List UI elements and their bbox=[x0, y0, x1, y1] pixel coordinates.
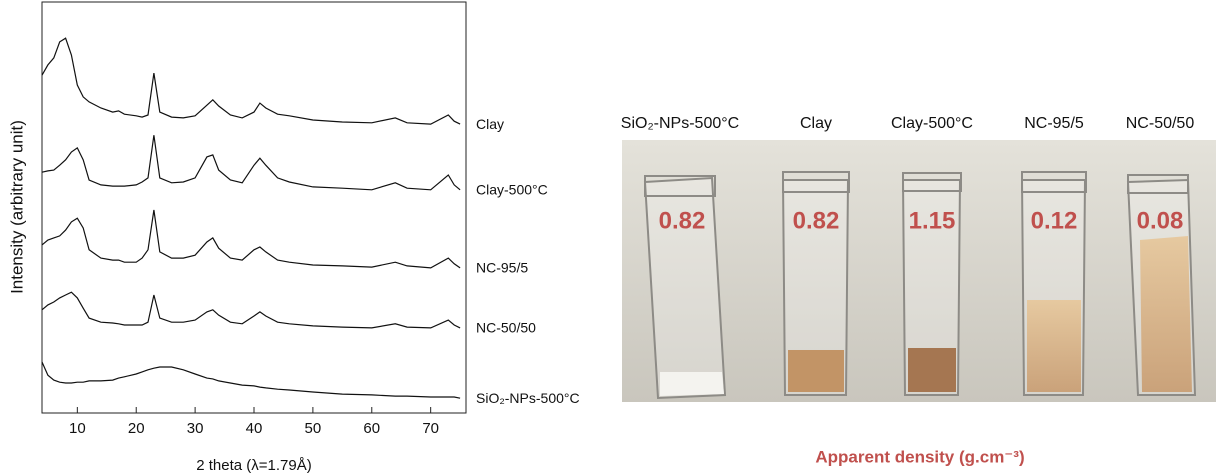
x-tick-label: 60 bbox=[363, 420, 380, 437]
series-label: Clay-500°C bbox=[476, 182, 548, 198]
series-label: NC-95/5 bbox=[476, 260, 528, 276]
density-value: 0.82 bbox=[659, 207, 706, 234]
series-label: SiO₂-NPs-500°C bbox=[476, 390, 580, 406]
density-value: 0.08 bbox=[1137, 207, 1184, 234]
xrd-trace bbox=[41, 209, 461, 269]
series-label: NC-50/50 bbox=[476, 320, 536, 336]
xrd-trace bbox=[41, 37, 461, 125]
xrd-trace bbox=[41, 291, 461, 329]
density-value: 0.82 bbox=[793, 207, 840, 234]
sample-label: NC-50/50 bbox=[1126, 115, 1195, 132]
x-tick-label: 70 bbox=[422, 420, 439, 437]
xrd-trace bbox=[41, 361, 461, 399]
x-tick-label: 40 bbox=[246, 420, 263, 437]
sample-label: SiO₂-NPs-500°C bbox=[621, 115, 739, 132]
x-tick-label: 50 bbox=[305, 420, 322, 437]
sample-label: Clay-500°C bbox=[891, 115, 973, 132]
x-axis-label: 2 theta (λ=1.79Å) bbox=[196, 457, 312, 474]
density-value: 1.15 bbox=[909, 207, 956, 234]
density-value: 0.12 bbox=[1031, 207, 1078, 234]
xrd-trace bbox=[41, 135, 461, 191]
x-tick-label: 10 bbox=[69, 420, 86, 437]
y-axis-label: Intensity (arbitrary unit) bbox=[7, 120, 26, 294]
sample-label: Clay bbox=[800, 115, 832, 132]
x-tick-label: 20 bbox=[128, 420, 145, 437]
powders bbox=[660, 236, 1192, 396]
x-tick-label: 30 bbox=[187, 420, 204, 437]
sample-label: NC-95/5 bbox=[1024, 115, 1084, 132]
plot-frame bbox=[41, 1, 467, 414]
series-label: Clay bbox=[476, 116, 504, 132]
photo-caption: Apparent density (g.cm⁻³) bbox=[815, 447, 1024, 466]
